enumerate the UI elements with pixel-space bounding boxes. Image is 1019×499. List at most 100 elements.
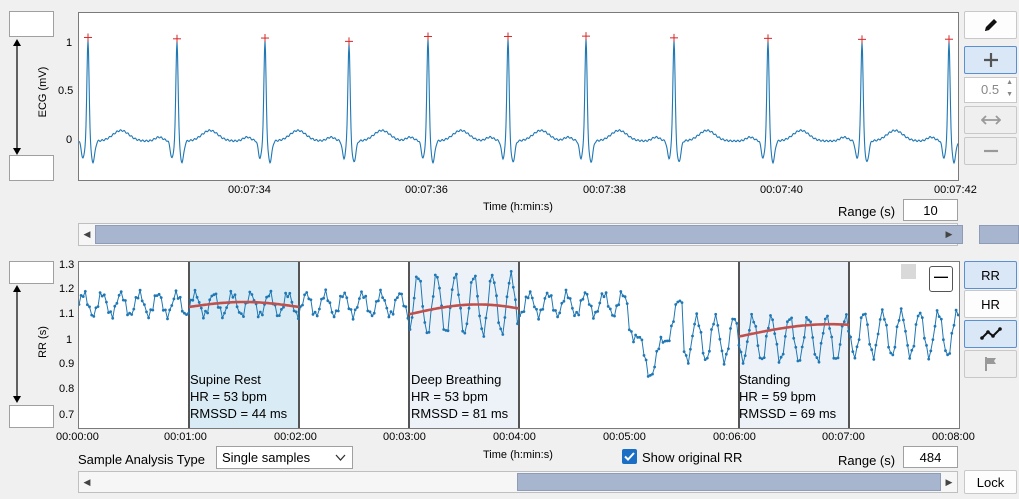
- rr-sample-point: [547, 295, 551, 298]
- rr-sample-point: [514, 298, 517, 302]
- rr-sample-point: [178, 295, 182, 299]
- r-peak-marker: [84, 33, 92, 42]
- rr-sample-point: [476, 294, 479, 298]
- ecg-range-input[interactable]: [903, 199, 958, 221]
- rr-scroll-thumb[interactable]: [517, 473, 941, 491]
- rr-sample-point: [151, 308, 155, 312]
- rr-sample-point: [398, 292, 401, 296]
- rr-sample-point: [916, 314, 920, 318]
- rr-sample-point: [828, 327, 831, 330]
- rr-sample-point: [815, 356, 819, 359]
- rr-sample-point: [695, 312, 699, 316]
- rr-sample-point: [657, 347, 661, 351]
- rr-sample-point: [691, 334, 694, 338]
- add-marker-button[interactable]: [964, 46, 1017, 74]
- ecg-scroll-thumb[interactable]: [95, 225, 963, 244]
- rr-sample-point: [562, 299, 566, 303]
- rr-sample-point: [136, 296, 140, 300]
- rr-sample-point: [235, 305, 239, 309]
- rr-sample-point: [893, 345, 897, 349]
- rr-sample-point: [950, 331, 954, 335]
- rr-sample-point: [880, 308, 884, 311]
- rr-sample-point: [488, 279, 492, 283]
- rr-sample-point: [503, 316, 507, 319]
- rr-sample-point: [794, 345, 798, 349]
- zoom-step-spinner[interactable]: 0.5 ▲ ▼: [964, 77, 1017, 103]
- rr-xtick: 00:05:00: [603, 431, 646, 443]
- rr-sample-point: [897, 319, 901, 322]
- rr-scrollbar[interactable]: ◀ ▶: [78, 471, 958, 493]
- rr-sample-point: [225, 306, 229, 309]
- rr-plot[interactable]: Supine Rest HR = 53 bpm RMSSD = 44 ms De…: [78, 261, 960, 429]
- draw-button[interactable]: [964, 11, 1017, 39]
- rr-sample-point: [741, 362, 745, 365]
- rr-sample-point: [910, 348, 914, 352]
- rr-sample-point: [661, 341, 665, 344]
- rr-sample-point: [265, 295, 268, 299]
- rr-sample-point: [885, 323, 888, 327]
- checkmark-icon: [624, 452, 635, 461]
- ecg-scroll-thumb-right[interactable]: [979, 225, 1019, 244]
- ecg-ymin-input[interactable]: [9, 155, 54, 181]
- scroll-left-icon[interactable]: ◀: [83, 229, 91, 239]
- rr-sample-point: [282, 305, 285, 309]
- rr-sample-point: [859, 316, 863, 320]
- rr-sample-point: [904, 329, 907, 333]
- rr-sample-point: [712, 322, 715, 326]
- legend-marker-icon[interactable]: [901, 264, 916, 279]
- lock-button[interactable]: Lock: [964, 470, 1017, 494]
- scroll-right-icon[interactable]: ▶: [945, 229, 953, 239]
- rr-sample-point: [417, 277, 420, 281]
- rr-sample-point: [269, 289, 273, 293]
- rr-sample-point: [442, 328, 446, 331]
- ecg-scrollbar[interactable]: ◀ ▶: [78, 223, 1019, 246]
- zoom-out-button[interactable]: [964, 137, 1017, 165]
- rr-sample-point: [358, 297, 361, 300]
- rr-sample-point: [261, 313, 264, 317]
- rr-sample-point: [372, 311, 376, 315]
- rr-sample-point: [345, 296, 349, 300]
- rr-ytick: 0.7: [59, 409, 75, 421]
- rr-ymax-input[interactable]: [9, 261, 54, 284]
- rr-sample-point: [258, 310, 262, 314]
- show-original-rr-label[interactable]: Show original RR: [642, 450, 743, 465]
- rr-ytick: 1.3: [59, 259, 75, 271]
- spinner-down-icon[interactable]: ▼: [1006, 91, 1013, 98]
- rr-sample-point: [370, 314, 374, 318]
- rr-mode-button[interactable]: RR: [964, 261, 1017, 289]
- rr-sample-point: [368, 310, 372, 314]
- scroll-right-icon[interactable]: ▶: [945, 476, 953, 487]
- show-original-rr-checkbox[interactable]: [622, 449, 637, 464]
- rr-sample-point: [923, 336, 926, 340]
- rr-sample-point: [185, 313, 188, 316]
- rr-sample-point: [887, 345, 890, 349]
- rr-sample-point: [495, 294, 498, 298]
- rr-sample-point: [535, 307, 538, 311]
- rr-sample-point: [790, 316, 793, 320]
- segment-rmssd: RMSSD = 81 ms: [411, 406, 509, 421]
- flag-button[interactable]: [964, 350, 1017, 378]
- rr-sample-point: [899, 307, 903, 310]
- rr-sample-point: [857, 338, 861, 341]
- rr-ymin-input[interactable]: [9, 405, 54, 428]
- line-mode-button[interactable]: [964, 320, 1017, 348]
- rr-sample-point: [193, 288, 197, 292]
- rr-sample-point: [722, 362, 726, 366]
- spinner-up-icon[interactable]: ▲: [1006, 79, 1013, 86]
- ecg-xtick: 00:07:34: [228, 184, 271, 196]
- ecg-ymax-input[interactable]: [9, 11, 54, 37]
- rr-sample-point: [752, 320, 756, 324]
- rr-range-input[interactable]: [903, 446, 958, 468]
- sample-analysis-select[interactable]: Single samples: [216, 446, 353, 469]
- rr-sample-point: [809, 320, 812, 324]
- fit-width-button[interactable]: [964, 106, 1017, 134]
- rr-sample-point: [218, 306, 222, 309]
- rr-sample-point: [826, 314, 829, 318]
- ecg-plot[interactable]: [78, 12, 959, 181]
- rr-sample-point: [216, 306, 220, 309]
- rr-sample-point: [537, 317, 540, 321]
- scroll-left-icon[interactable]: ◀: [83, 476, 91, 487]
- rr-sample-point: [164, 308, 167, 312]
- minimize-button[interactable]: —: [929, 266, 953, 292]
- hr-mode-button[interactable]: HR: [964, 290, 1017, 318]
